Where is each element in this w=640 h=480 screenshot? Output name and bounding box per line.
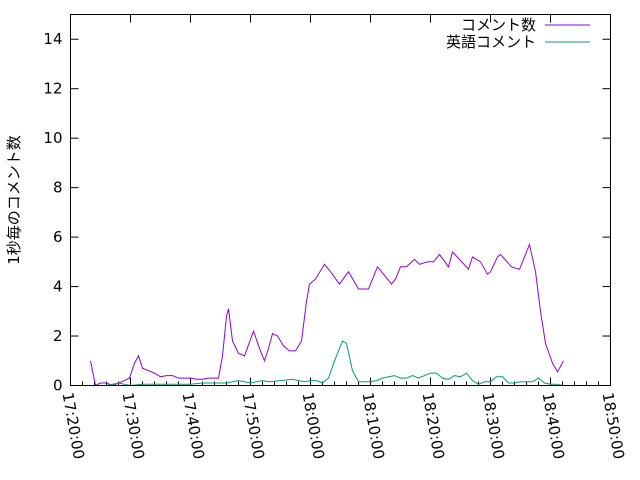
x-tick-label: 17:40:00 bbox=[179, 391, 208, 460]
x-tick-label: 17:20:00 bbox=[59, 391, 88, 460]
x-tick-label: 17:50:00 bbox=[239, 391, 268, 460]
y-tick-label: 14 bbox=[43, 30, 62, 48]
y-tick-label: 2 bbox=[53, 327, 63, 345]
series-line-1 bbox=[90, 340, 563, 387]
x-tick-label: 18:30:00 bbox=[479, 391, 508, 460]
series-line-0 bbox=[90, 242, 564, 387]
y-tick-label: 0 bbox=[53, 377, 63, 395]
y-tick-label: 6 bbox=[53, 228, 63, 246]
x-tick-label: 18:00:00 bbox=[299, 391, 328, 460]
y-tick-label: 10 bbox=[43, 129, 62, 147]
plot-frame bbox=[70, 14, 611, 386]
x-tick-label: 18:40:00 bbox=[539, 391, 568, 460]
legend-label: 英語コメント bbox=[446, 33, 536, 51]
y-tick-label: 8 bbox=[53, 179, 63, 197]
y-axis-label: 1秒毎のコメント数 bbox=[5, 135, 23, 265]
x-tick-label: 18:50:00 bbox=[599, 391, 628, 460]
x-tick-label: 18:20:00 bbox=[419, 391, 448, 460]
x-tick-label: 18:10:00 bbox=[359, 391, 388, 460]
y-tick-label: 12 bbox=[43, 80, 62, 98]
legend-label: コメント数 bbox=[461, 16, 536, 34]
x-tick-label: 17:30:00 bbox=[119, 391, 148, 460]
y-tick-label: 4 bbox=[53, 278, 63, 296]
